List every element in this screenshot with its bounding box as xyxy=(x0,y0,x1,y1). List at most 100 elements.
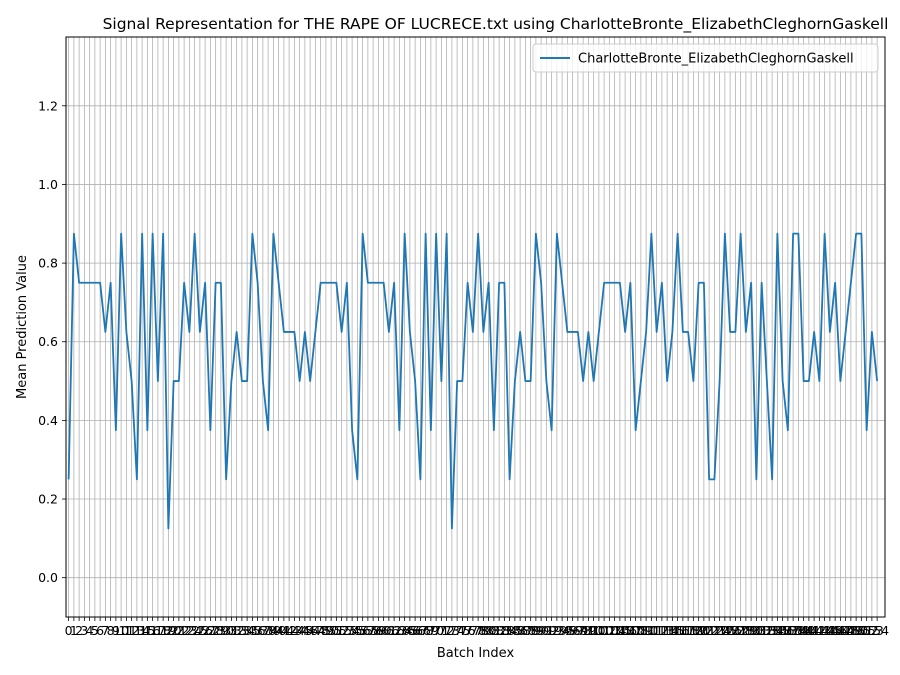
x-tick-label: 48 xyxy=(313,623,329,638)
x-tick-label: 83 xyxy=(496,623,512,638)
x-tick-label: 82 xyxy=(491,623,507,638)
x-tick-label: 17 xyxy=(150,623,166,638)
x-tick-label: 121 xyxy=(692,623,716,638)
x-tick-label: 33 xyxy=(234,623,250,638)
x-tick-label: 36 xyxy=(250,623,266,638)
x-tick-label: 89 xyxy=(528,623,544,638)
x-tick-label: 47 xyxy=(307,623,323,638)
x-tick-label: 13 xyxy=(129,623,145,638)
x-tick-label: 134 xyxy=(760,623,784,638)
x-tick-label: 6 xyxy=(96,623,104,638)
x-tick-label: 43 xyxy=(286,623,302,638)
x-tick-label: 77 xyxy=(465,623,481,638)
x-tick-label: 110 xyxy=(634,623,658,638)
x-tick-label: 31 xyxy=(223,623,239,638)
x-tick-label: 122 xyxy=(697,623,721,638)
x-tick-label: 34 xyxy=(239,623,255,638)
x-tick-label: 52 xyxy=(334,623,350,638)
x-tick-label: 119 xyxy=(681,623,705,638)
x-tick-label: 69 xyxy=(423,623,439,638)
x-tick-label: 131 xyxy=(744,623,768,638)
x-tick-label: 28 xyxy=(208,623,224,638)
x-tick-label: 129 xyxy=(734,623,758,638)
x-tick-label: 8 xyxy=(107,623,115,638)
x-tick-label: 124 xyxy=(708,623,732,638)
x-tick-label: 14 xyxy=(134,623,150,638)
x-tick-label: 54 xyxy=(344,623,360,638)
x-tick-label: 44 xyxy=(292,623,308,638)
x-tick-label: 105 xyxy=(608,623,632,638)
x-tick-label: 46 xyxy=(302,623,318,638)
x-tick-label: 23 xyxy=(181,623,197,638)
x-tick-label: 137 xyxy=(776,623,800,638)
series-layer xyxy=(67,232,879,530)
y-tick-label: 1.0 xyxy=(38,177,58,192)
x-tick-label: 68 xyxy=(418,623,434,638)
series-line xyxy=(67,232,879,530)
x-tick-label: 111 xyxy=(639,623,663,638)
x-tick-label: 107 xyxy=(618,623,642,638)
x-tick-label: 93 xyxy=(549,623,565,638)
x-tick-label: 94 xyxy=(554,623,570,638)
x-tick-label: 61 xyxy=(381,623,397,638)
x-tick-label: 42 xyxy=(281,623,297,638)
x-tick-label: 143 xyxy=(807,623,831,638)
x-axis-label: Batch Index xyxy=(437,646,515,661)
x-tick-label: 56 xyxy=(355,623,371,638)
legend: CharlotteBronte_ElizabethCleghornGaskell xyxy=(532,43,879,73)
x-tick-label: 91 xyxy=(538,623,554,638)
x-tick-label: 130 xyxy=(739,623,763,638)
x-tick-label: 106 xyxy=(613,623,637,638)
x-tick-label: 103 xyxy=(597,623,621,638)
x-tick-label: 65 xyxy=(402,623,418,638)
x-tick-label: 84 xyxy=(502,623,518,638)
x-tick-label: 75 xyxy=(454,623,470,638)
x-tick-label: 108 xyxy=(624,623,648,638)
x-tick-label: 115 xyxy=(660,623,684,638)
x-tick-label: 78 xyxy=(470,623,486,638)
x-tick-label: 147 xyxy=(828,623,852,638)
x-tick-label: 55 xyxy=(349,623,365,638)
x-tick-label: 37 xyxy=(255,623,271,638)
x-tick-label: 15 xyxy=(139,623,155,638)
x-tick-label: 3 xyxy=(80,623,88,638)
y-tick-label: 0.2 xyxy=(38,492,58,507)
x-tick-label: 146 xyxy=(823,623,847,638)
x-tick-label: 95 xyxy=(559,623,575,638)
x-tick-label: 24 xyxy=(187,623,203,638)
x-tick-label: 150 xyxy=(844,623,868,638)
x-tick-label: 53 xyxy=(339,623,355,638)
x-tick-label: 126 xyxy=(718,623,742,638)
legend-entry: CharlotteBronte_ElizabethCleghornGaskell xyxy=(578,52,854,67)
x-tick-label: 87 xyxy=(517,623,533,638)
x-tick-label: 49 xyxy=(318,623,334,638)
x-tick-label: 35 xyxy=(244,623,260,638)
x-tick-label: 127 xyxy=(723,623,747,638)
x-tick-label: 60 xyxy=(376,623,392,638)
legend-box xyxy=(532,43,879,73)
y-axis-ticks: 0.0 0.2 0.4 0.6 0.8 1.0 1.2 xyxy=(38,98,66,585)
x-tick-label: 149 xyxy=(839,623,863,638)
x-tick-label: 29 xyxy=(213,623,229,638)
x-tick-label: 120 xyxy=(687,623,711,638)
x-tick-label: 0 xyxy=(65,623,73,638)
x-tick-label: 19 xyxy=(160,623,176,638)
x-tick-label: 27 xyxy=(202,623,218,638)
x-tick-label: 2 xyxy=(75,623,83,638)
x-tick-label: 45 xyxy=(297,623,313,638)
x-tick-label: 123 xyxy=(702,623,726,638)
x-tick-label: 4 xyxy=(86,623,94,638)
x-tick-label: 128 xyxy=(729,623,753,638)
x-tick-label: 141 xyxy=(797,623,821,638)
x-tick-label: 90 xyxy=(533,623,549,638)
x-tick-label: 16 xyxy=(145,623,161,638)
x-tick-label: 30 xyxy=(218,623,234,638)
x-tick-label: 59 xyxy=(370,623,386,638)
x-tick-label: 38 xyxy=(260,623,276,638)
x-tick-label: 7 xyxy=(101,623,109,638)
x-tick-label: 9 xyxy=(112,623,120,638)
y-tick-label: 1.2 xyxy=(38,98,58,113)
x-tick-label: 5 xyxy=(91,623,99,638)
x-tick-label: 51 xyxy=(328,623,344,638)
